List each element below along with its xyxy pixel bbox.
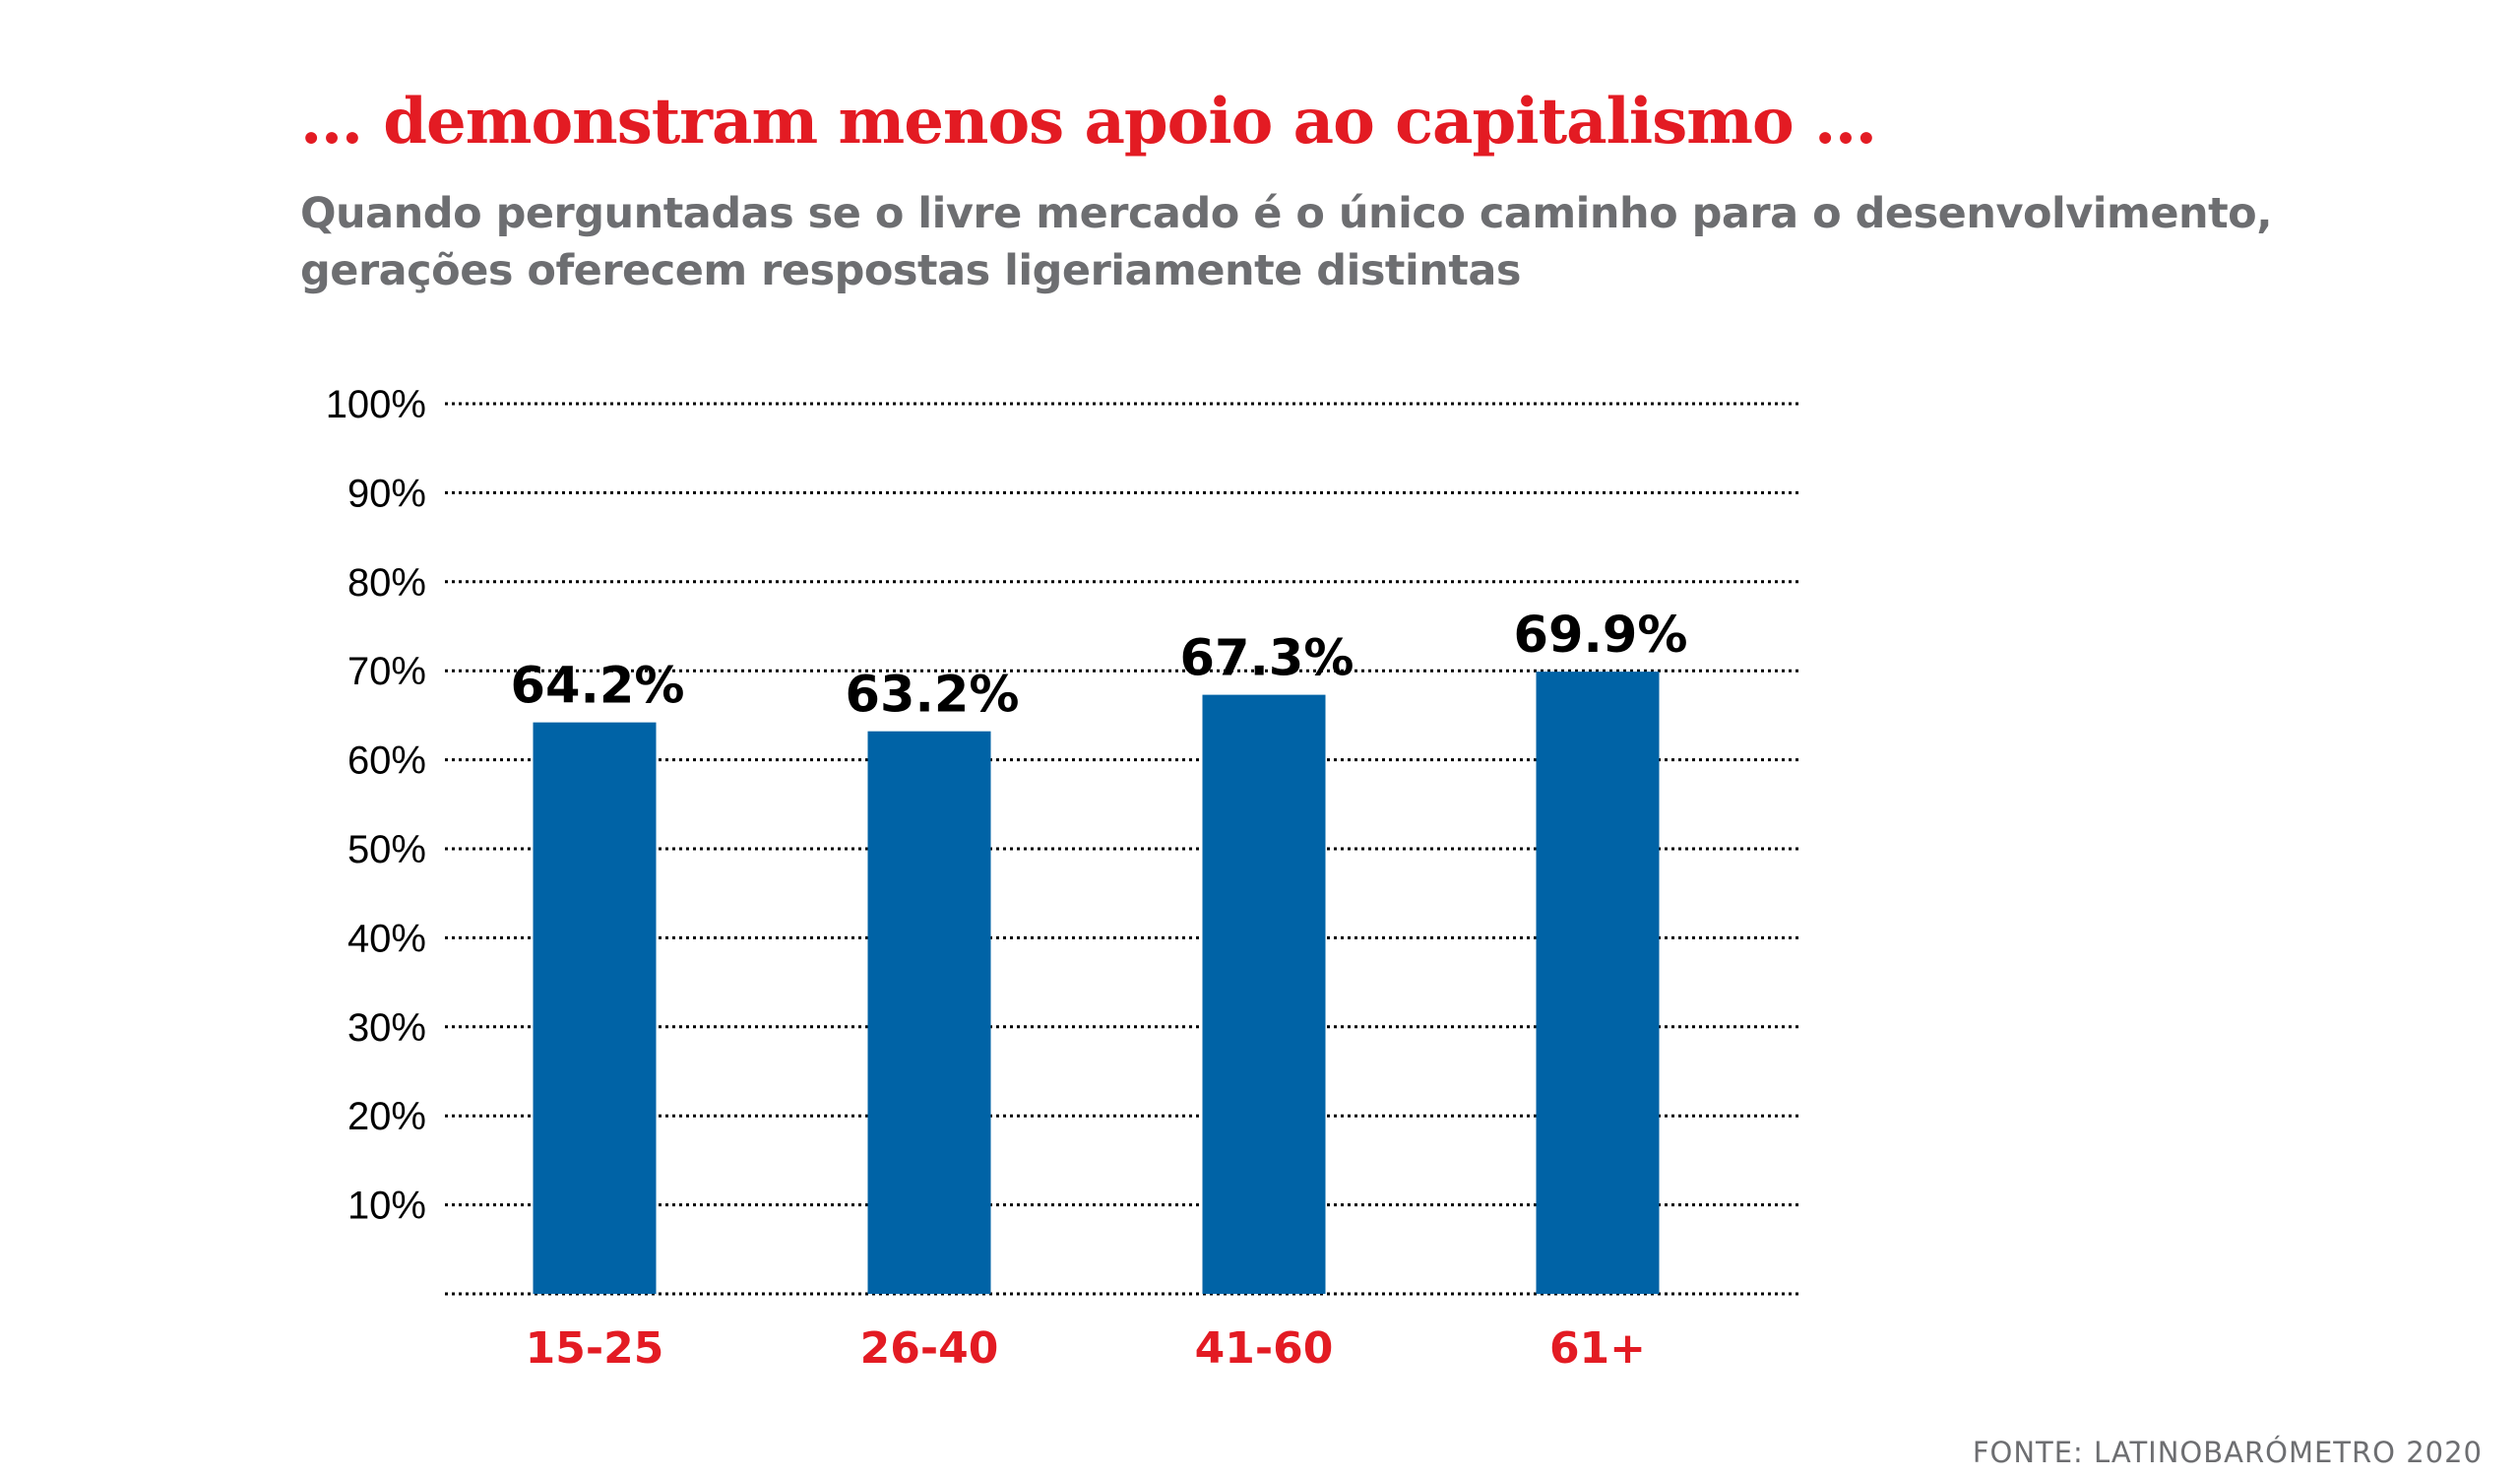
- value-labels: 64.2% 63.2% 67.3% 69.9%: [511, 607, 1688, 725]
- source-note: FONTE: LATINOBARÓMETRO 2020: [1972, 1436, 2483, 1469]
- x-tick-label: 26-40: [860, 1323, 999, 1374]
- bar: [1536, 672, 1660, 1294]
- y-tick-label: 70%: [347, 650, 426, 693]
- x-tick-label: 61+: [1549, 1323, 1646, 1374]
- y-axis-ticks: 10% 20% 30% 40% 50% 60% 70% 80% 90% 100%: [326, 383, 426, 1228]
- bar: [1202, 694, 1326, 1294]
- bar-value-label: 69.9%: [1514, 607, 1688, 665]
- x-tick-label: 41-60: [1195, 1323, 1334, 1374]
- bars: [533, 672, 1660, 1294]
- y-tick-label: 60%: [347, 739, 426, 783]
- y-tick-label: 100%: [326, 383, 426, 426]
- bar: [867, 731, 991, 1294]
- y-tick-label: 20%: [347, 1095, 426, 1138]
- y-tick-label: 80%: [347, 561, 426, 605]
- y-tick-label: 10%: [347, 1185, 426, 1228]
- chart-subtitle: Quando perguntadas se o livre mercado é …: [300, 189, 2273, 295]
- bar-value-label: 63.2%: [846, 667, 1020, 725]
- y-tick-label: 30%: [347, 1006, 426, 1050]
- y-tick-label: 50%: [347, 828, 426, 871]
- x-tick-label: 15-25: [526, 1323, 664, 1374]
- bar: [533, 722, 657, 1294]
- bar-value-label: 64.2%: [511, 658, 685, 716]
- y-tick-label: 40%: [347, 917, 426, 960]
- bar-value-label: 67.3%: [1180, 630, 1354, 688]
- y-tick-label: 90%: [347, 472, 426, 515]
- x-axis-ticks: 15-25 26-40 41-60 61+: [526, 1323, 1646, 1374]
- chart-title: … demonstram menos apoio ao capitalismo …: [300, 85, 1877, 159]
